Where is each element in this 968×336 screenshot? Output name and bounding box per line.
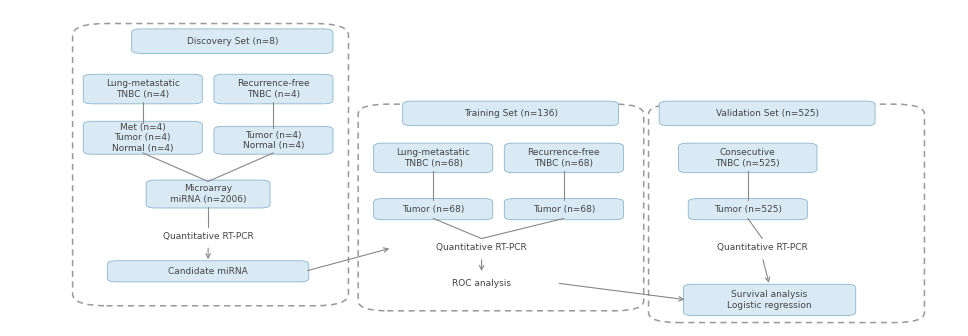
- FancyBboxPatch shape: [374, 143, 493, 173]
- Text: Microarray
miRNA (n=2006): Microarray miRNA (n=2006): [169, 184, 247, 204]
- FancyBboxPatch shape: [403, 101, 619, 126]
- FancyBboxPatch shape: [214, 126, 333, 154]
- FancyBboxPatch shape: [504, 143, 623, 173]
- Text: Tumor (n=68): Tumor (n=68): [532, 205, 595, 214]
- FancyBboxPatch shape: [83, 121, 202, 154]
- Text: Met (n=4)
Tumor (n=4)
Normal (n=4): Met (n=4) Tumor (n=4) Normal (n=4): [112, 123, 173, 153]
- FancyBboxPatch shape: [146, 180, 270, 208]
- Text: Lung-metastatic
TNBC (n=4): Lung-metastatic TNBC (n=4): [106, 79, 180, 99]
- Text: Consecutive
TNBC (n=525): Consecutive TNBC (n=525): [715, 148, 780, 168]
- Text: Quantitative RT-PCR: Quantitative RT-PCR: [437, 243, 527, 252]
- FancyBboxPatch shape: [107, 261, 309, 282]
- FancyBboxPatch shape: [683, 284, 856, 316]
- Text: Tumor (n=525): Tumor (n=525): [713, 205, 782, 214]
- Text: Discovery Set (n=8): Discovery Set (n=8): [187, 37, 278, 46]
- FancyBboxPatch shape: [132, 29, 333, 53]
- Text: Recurrence-free
TNBC (n=68): Recurrence-free TNBC (n=68): [528, 148, 600, 168]
- Text: Quantitative RT-PCR: Quantitative RT-PCR: [163, 232, 254, 241]
- Text: Lung-metastatic
TNBC (n=68): Lung-metastatic TNBC (n=68): [396, 148, 470, 168]
- Text: ROC analysis: ROC analysis: [452, 279, 511, 288]
- Text: Validation Set (n=525): Validation Set (n=525): [715, 109, 819, 118]
- FancyBboxPatch shape: [659, 101, 875, 126]
- Text: Tumor (n=4)
Normal (n=4): Tumor (n=4) Normal (n=4): [243, 131, 304, 150]
- FancyBboxPatch shape: [214, 74, 333, 104]
- Text: Recurrence-free
TNBC (n=4): Recurrence-free TNBC (n=4): [237, 79, 310, 99]
- Text: Training Set (n=136): Training Set (n=136): [464, 109, 558, 118]
- Text: Quantitative RT-PCR: Quantitative RT-PCR: [717, 243, 807, 252]
- FancyBboxPatch shape: [83, 74, 202, 104]
- FancyBboxPatch shape: [688, 199, 807, 220]
- Text: Survival analysis
Logistic regression: Survival analysis Logistic regression: [727, 290, 812, 309]
- FancyBboxPatch shape: [374, 199, 493, 220]
- FancyBboxPatch shape: [679, 143, 817, 173]
- Text: Candidate miRNA: Candidate miRNA: [168, 267, 248, 276]
- Text: Tumor (n=68): Tumor (n=68): [402, 205, 465, 214]
- FancyBboxPatch shape: [504, 199, 623, 220]
